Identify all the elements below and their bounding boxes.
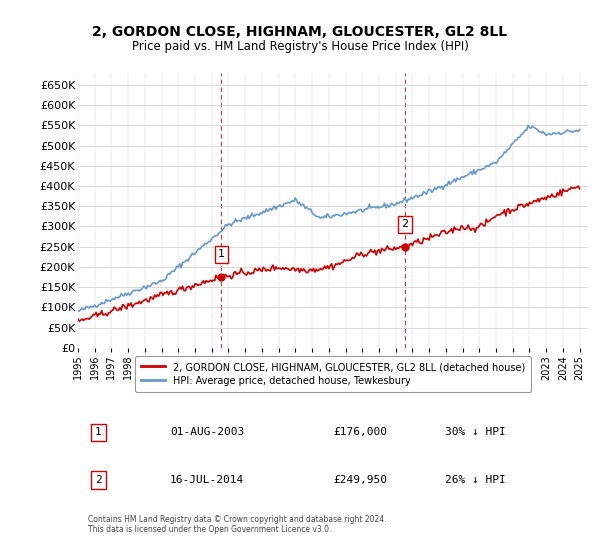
Text: 30% ↓ HPI: 30% ↓ HPI	[445, 427, 506, 437]
Legend: 2, GORDON CLOSE, HIGHNAM, GLOUCESTER, GL2 8LL (detached house), HPI: Average pri: 2, GORDON CLOSE, HIGHNAM, GLOUCESTER, GL…	[135, 357, 531, 392]
Text: Price paid vs. HM Land Registry's House Price Index (HPI): Price paid vs. HM Land Registry's House …	[131, 40, 469, 53]
Text: 2: 2	[401, 220, 408, 230]
Text: £249,950: £249,950	[333, 475, 387, 485]
Text: 1: 1	[95, 427, 102, 437]
Text: 2: 2	[95, 475, 102, 485]
Text: 2, GORDON CLOSE, HIGHNAM, GLOUCESTER, GL2 8LL: 2, GORDON CLOSE, HIGHNAM, GLOUCESTER, GL…	[92, 25, 508, 39]
Text: 16-JUL-2014: 16-JUL-2014	[170, 475, 244, 485]
Text: Contains HM Land Registry data © Crown copyright and database right 2024.
This d: Contains HM Land Registry data © Crown c…	[88, 515, 387, 534]
Text: 1: 1	[218, 249, 225, 259]
Text: 26% ↓ HPI: 26% ↓ HPI	[445, 475, 506, 485]
Text: 01-AUG-2003: 01-AUG-2003	[170, 427, 244, 437]
Text: £176,000: £176,000	[333, 427, 387, 437]
